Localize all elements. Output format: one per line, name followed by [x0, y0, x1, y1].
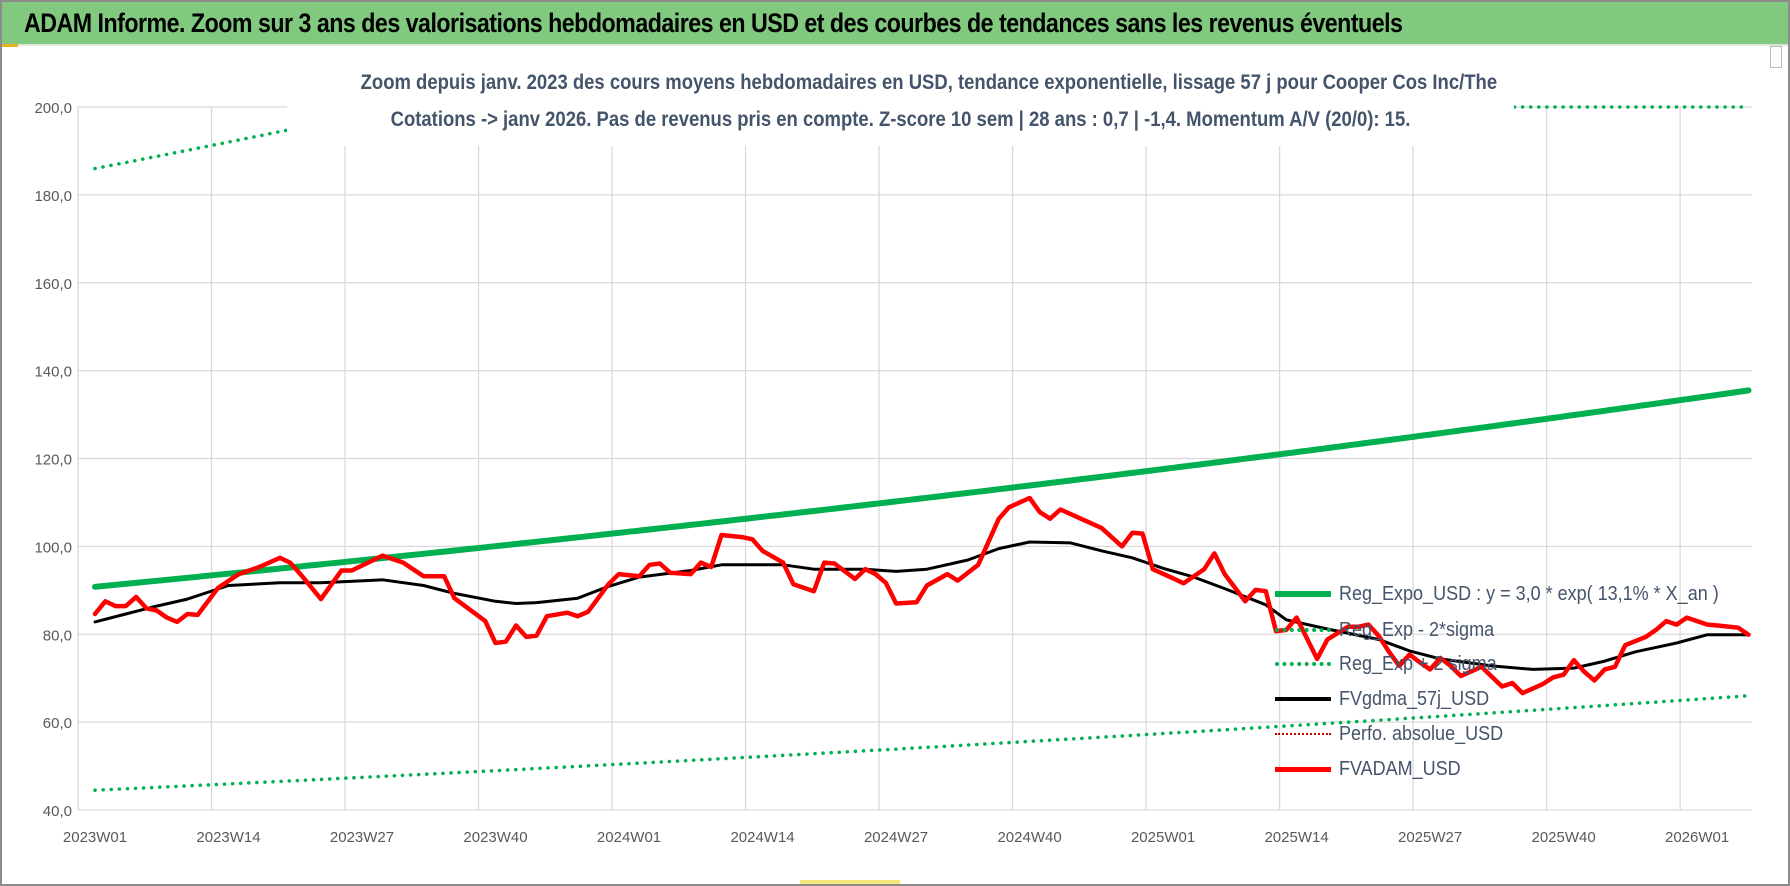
x-tick-label: 2024W14 [730, 829, 794, 846]
y-tick-label: 100,0 [34, 539, 72, 556]
x-tick-label: 2025W14 [1264, 829, 1328, 846]
x-tick-label: 2025W40 [1532, 829, 1596, 846]
x-tick-label: 2024W40 [997, 829, 1061, 846]
x-tick-label: 2024W27 [864, 829, 928, 846]
legend-item-reg-expo: Reg_Expo_USD : y = 3,0 * exp( 13,1% * X_… [1275, 578, 1761, 610]
x-tick-label: 2024W01 [597, 829, 661, 846]
legend-label: Reg_Exp - 2*sigma [1339, 618, 1495, 641]
legend-swatch [1275, 733, 1331, 735]
x-tick-label: 2026W01 [1665, 829, 1729, 846]
y-tick-label: 60,0 [43, 715, 72, 732]
x-tick-label: 2023W01 [63, 829, 127, 846]
x-axis-ticks: 2023W01 2023W14 2023W27 2023W40 2024W01 2024W… [63, 829, 1729, 846]
series-line-fvgdma-57j-usd [93, 540, 1750, 671]
x-tick-label: 2025W27 [1398, 829, 1462, 846]
legend-label: Reg_Exp + 2 sigma [1339, 652, 1497, 675]
y-tick-label: 120,0 [34, 452, 72, 469]
legend-label: FVgdma_57j_USD [1339, 687, 1490, 710]
y-tick-label: 180,0 [34, 188, 72, 205]
title-bar: ADAM Informe. Zoom sur 3 ans des valoris… [2, 2, 1788, 46]
chart-title-line-1: Zoom depuis janv. 2023 des cours moyens … [360, 71, 1498, 94]
series-line-fvadam-usd [92, 495, 1751, 696]
x-tick-label: 2023W40 [463, 829, 527, 846]
grid [77, 106, 1752, 811]
legend-swatch [1275, 591, 1331, 597]
legend-item-fvadam: FVADAM_USD [1275, 753, 1474, 785]
page-title: ADAM Informe. Zoom sur 3 ans des valoris… [24, 8, 1403, 38]
legend-swatch [1275, 628, 1331, 632]
y-tick-label: 160,0 [34, 276, 72, 293]
legend-item-perfo: Perfo. absolue_USD [1275, 718, 1521, 750]
legend-item-fvgdma: FVgdma_57j_USD [1275, 683, 1506, 715]
series-line-reg-expo-usd [92, 387, 1752, 590]
series-line-reg-exp [93, 694, 1751, 792]
legend-swatch [1275, 662, 1331, 666]
x-tick-label: 2023W27 [330, 829, 394, 846]
legend-item-reg-minus: Reg_Exp - 2*sigma [1275, 614, 1511, 646]
scrollbar-handle[interactable] [1770, 46, 1782, 68]
chart-title: Zoom depuis janv. 2023 des cours moyens … [287, 64, 1514, 146]
y-tick-label: 80,0 [43, 627, 72, 644]
legend-label: Reg_Expo_USD : y = 3,0 * exp( 13,1% * X_… [1339, 582, 1719, 605]
legend-label: Perfo. absolue_USD [1339, 722, 1504, 745]
legend-label: FVADAM_USD [1339, 757, 1461, 780]
x-tick-label: 2023W14 [196, 829, 260, 846]
y-tick-label: 40,0 [43, 803, 72, 820]
legend-swatch [1275, 766, 1331, 772]
chart-title-line-2: Cotations -> janv 2026. Pas de revenus p… [390, 108, 1411, 131]
tab-marker [2, 44, 18, 47]
y-tick-label: 140,0 [34, 364, 72, 381]
legend-swatch [1275, 697, 1331, 701]
y-axis-ticks: 40,0 60,0 80,0 100,0 120,0 140,0 160,0 180,0 200… [34, 100, 72, 820]
y-tick-label: 200,0 [34, 100, 72, 117]
resize-handle[interactable] [800, 880, 900, 884]
legend-item-reg-plus: Reg_Exp + 2 sigma [1275, 648, 1514, 680]
x-tick-label: 2025W01 [1131, 829, 1195, 846]
